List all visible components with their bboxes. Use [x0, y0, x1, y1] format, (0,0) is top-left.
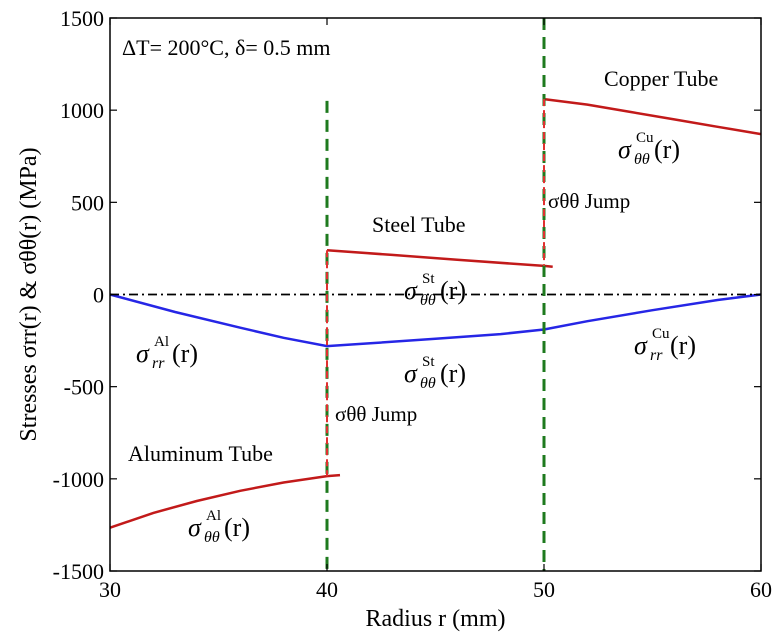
series-line-2: [326, 249, 553, 269]
sym-arg: (r): [670, 331, 696, 360]
sym-sup: Cu: [636, 130, 654, 146]
sym-sigma: σ: [188, 513, 202, 542]
sym-sigma: σ: [618, 135, 632, 164]
y-axis-title: Stresses σrr(r) & σθθ(r) (MPa): [16, 147, 42, 441]
x-tick-label: 40: [316, 577, 338, 602]
sym-arg: (r): [172, 339, 198, 368]
series-line-0: [109, 293, 762, 348]
y-tick-label: -500: [64, 375, 104, 400]
y-tick-label: 1000: [60, 98, 104, 123]
sym-sup: St: [422, 354, 435, 370]
sym-sup: Cu: [652, 326, 670, 342]
sym-sub: rr: [650, 347, 663, 364]
sym-arg: (r): [440, 359, 466, 388]
x-axis-title: Radius r (mm): [366, 606, 506, 632]
x-tick-label: 60: [750, 577, 772, 602]
sigma-tt-st-lower: σ St θθ (r): [404, 354, 466, 392]
sigma-tt-st-upper: σ St θθ (r): [404, 271, 466, 309]
sigma-rr-al: σ Al rr (r): [136, 334, 198, 372]
y-tick-label: -1500: [53, 559, 104, 584]
x-tick-label: 50: [533, 577, 555, 602]
sym-sigma: σ: [404, 276, 418, 305]
copper-tube-label: Copper Tube: [604, 66, 718, 91]
series-line-1: [109, 473, 341, 529]
sym-sup: Al: [206, 508, 221, 524]
sigma-rr-cu: σ Cu rr (r): [634, 326, 696, 364]
sym-sub: θθ: [420, 292, 436, 309]
jump-label-1: σθθ Jump: [335, 402, 417, 426]
axis-ticks: 30 40 50 60 -1500 -1000 -500 0 500 1000 1500: [53, 6, 772, 602]
sym-sub: θθ: [204, 529, 220, 546]
series-line-3: [543, 97, 762, 136]
sym-sub: rr: [152, 355, 165, 372]
chart-annotations: Radius r (mm) Stresses σrr(r) & σθθ(r) (M…: [16, 35, 718, 632]
sym-sup: Al: [154, 334, 169, 350]
condition-label: ΔT= 200°C, δ= 0.5 mm: [122, 35, 330, 60]
sym-arg: (r): [440, 276, 466, 305]
x-tick-label: 30: [99, 577, 121, 602]
sym-arg: (r): [224, 513, 250, 542]
sym-arg: (r): [654, 135, 680, 164]
sigma-tt-cu: σ Cu θθ (r): [618, 130, 680, 168]
y-tick-label: 0: [93, 283, 104, 308]
sym-sigma: σ: [136, 339, 150, 368]
sym-sigma: σ: [634, 331, 648, 360]
aluminum-tube-label: Aluminum Tube: [128, 441, 273, 466]
sym-sub: θθ: [420, 375, 436, 392]
y-tick-label: 1500: [60, 6, 104, 31]
y-tick-label: 500: [71, 190, 104, 215]
jump-label-2: σθθ Jump: [548, 189, 630, 213]
y-tick-label: -1000: [53, 467, 104, 492]
sigma-tt-al: σ Al θθ (r): [188, 508, 250, 546]
sym-sigma: σ: [404, 359, 418, 388]
sym-sup: St: [422, 271, 435, 287]
sym-sub: θθ: [634, 151, 650, 168]
steel-tube-label: Steel Tube: [372, 212, 466, 237]
